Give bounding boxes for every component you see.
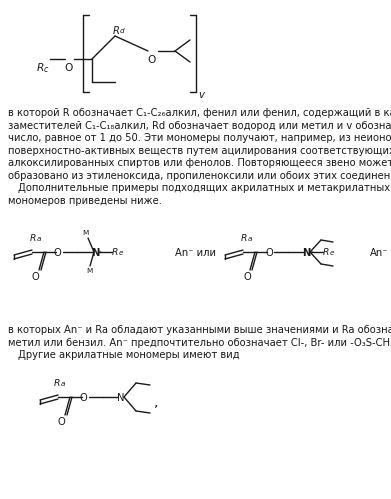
Text: в которых An⁻ и Ra обладают указанными выше значениями и Ra обозначает: в которых An⁻ и Ra обладают указанными в… (8, 325, 391, 335)
Text: R: R (113, 26, 120, 36)
Text: ⁺: ⁺ (98, 251, 102, 257)
Text: N: N (117, 393, 124, 403)
Text: a: a (37, 236, 41, 242)
Text: An⁻ или: An⁻ или (175, 248, 216, 258)
Text: алкоксилированных спиртов или фенолов. Повторяющееся звено может быть: алкоксилированных спиртов или фенолов. П… (8, 158, 391, 168)
Text: R: R (54, 379, 60, 388)
Text: R: R (37, 63, 44, 73)
Text: O: O (147, 55, 155, 65)
Text: O: O (243, 272, 251, 282)
Text: ⁺: ⁺ (309, 251, 313, 257)
Text: a: a (61, 381, 66, 387)
Text: O: O (32, 272, 40, 282)
Text: N: N (302, 248, 310, 258)
Text: ,: , (154, 395, 158, 409)
Text: c: c (44, 65, 48, 74)
Text: M: M (86, 268, 92, 274)
Text: образовано из этиленоксида, пропиленоксили или обоих этих соединений.: образовано из этиленоксида, пропиленокси… (8, 171, 391, 181)
Text: мономеров приведены ниже.: мономеров приведены ниже. (8, 196, 162, 206)
Text: An⁻: An⁻ (370, 248, 389, 258)
Text: Другие акрилатные мономеры имеют вид: Другие акрилатные мономеры имеют вид (18, 350, 240, 360)
Text: поверхностно-активных веществ путем ацилирования соответствующих: поверхностно-активных веществ путем ацил… (8, 146, 391, 156)
Text: R: R (112, 248, 118, 257)
Text: R: R (241, 234, 248, 243)
Text: d: d (120, 28, 125, 34)
Text: R: R (323, 248, 329, 257)
Text: e: e (330, 250, 334, 256)
Text: Дополнительные примеры подходящих акрилатных и метакрилатных: Дополнительные примеры подходящих акрила… (18, 183, 390, 193)
Text: v: v (198, 90, 204, 100)
Text: e: e (119, 250, 124, 256)
Text: O: O (64, 63, 72, 73)
Text: a: a (248, 236, 253, 242)
Text: N: N (91, 248, 99, 258)
Text: метил или бензил. An⁻ предпочтительно обозначает Cl-, Br- или -O₃S-CH₃.: метил или бензил. An⁻ предпочтительно об… (8, 337, 391, 347)
Text: заместителей C₁-C₁₈алкил, Rd обозначает водород или метил и v обозначает: заместителей C₁-C₁₈алкил, Rd обозначает … (8, 120, 391, 131)
Text: O: O (265, 248, 273, 258)
Text: R: R (30, 234, 36, 243)
Text: O: O (54, 248, 62, 258)
Text: M: M (82, 230, 88, 236)
Text: O: O (58, 417, 66, 427)
Text: в которой R обозначает C₁-C₂₆алкил, фенил или фенил, содержащий в качестве: в которой R обозначает C₁-C₂₆алкил, фени… (8, 108, 391, 118)
Text: O: O (80, 393, 88, 403)
Text: число, равное от 1 до 50. Эти мономеры получают, например, из неионогенных: число, равное от 1 до 50. Эти мономеры п… (8, 133, 391, 143)
